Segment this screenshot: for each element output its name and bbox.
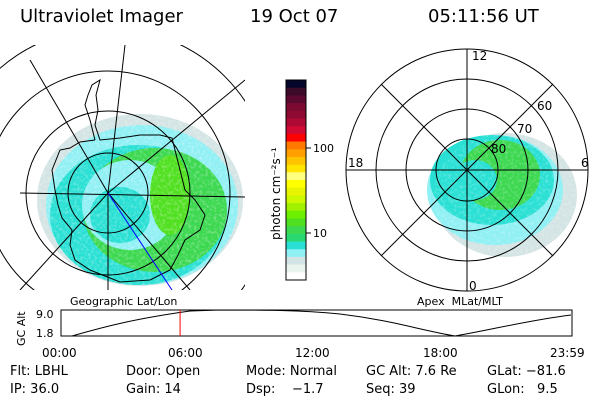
colorbar-segment bbox=[286, 172, 306, 181]
orbit-altitude-plot: 9.0 1.8 GC Alt 00:00 06:00 12:00 18:00 2… bbox=[15, 308, 585, 360]
gain-info: Gain: 14 bbox=[126, 382, 181, 397]
mlt-label-12: 12 bbox=[472, 49, 487, 63]
mlt-label-18: 18 bbox=[348, 156, 363, 170]
lat-lon-grid bbox=[0, 45, 245, 290]
aurora-image-left bbox=[37, 114, 243, 286]
mlat-label-80: 80 bbox=[491, 142, 506, 156]
colorbar-segment bbox=[286, 80, 306, 89]
colorbar-segment bbox=[286, 233, 306, 243]
xtick-2359: 23:59 bbox=[550, 346, 585, 360]
mode-info: Mode: Normal bbox=[246, 364, 337, 379]
mlat-label-70: 70 bbox=[517, 122, 532, 136]
colorbar-segment bbox=[286, 249, 306, 258]
gc-alt-info: GC Alt: 7.6 Re bbox=[366, 364, 457, 379]
colorbar-segment bbox=[286, 187, 306, 196]
colorbar-segment bbox=[286, 210, 306, 219]
colorbar-tick-10: 10 bbox=[313, 227, 327, 240]
time-label: 05:11:56 UT bbox=[428, 6, 539, 27]
filter-info: Flt: LBHL bbox=[10, 364, 68, 379]
colorbar-segment bbox=[286, 180, 306, 189]
colorbar-segment bbox=[286, 118, 306, 127]
altitude-curve bbox=[71, 309, 572, 337]
colorbar-label: photon cm⁻²s⁻¹ bbox=[269, 147, 283, 240]
colorbar-segment bbox=[286, 149, 306, 158]
colorbar-segment bbox=[286, 87, 306, 96]
ip-info: IP: 36.0 bbox=[10, 382, 60, 397]
colorbar bbox=[286, 80, 306, 281]
orbit-ylabel: GC Alt bbox=[15, 311, 28, 346]
left-map-label: Geographic Lat/Lon bbox=[70, 295, 177, 308]
colorbar-segment bbox=[286, 110, 306, 119]
colorbar-segment bbox=[286, 95, 306, 104]
colorbar-segment bbox=[286, 141, 306, 150]
colorbar-segment bbox=[286, 103, 306, 112]
coastline bbox=[51, 78, 206, 283]
right-map-label: Apex MLat/MLT bbox=[417, 295, 503, 308]
mlt-label-6: 6 bbox=[581, 156, 589, 170]
mlat-label-60: 60 bbox=[537, 99, 552, 113]
colorbar-segment bbox=[286, 226, 306, 235]
colorbar-segment bbox=[286, 272, 306, 281]
colorbar-segment bbox=[286, 218, 306, 227]
xtick-0600: 06:00 bbox=[168, 346, 203, 360]
door-info: Door: Open bbox=[126, 364, 201, 379]
colorbar-tick-100: 100 bbox=[313, 142, 334, 155]
colorbar-segment bbox=[286, 203, 306, 212]
ytick-1.8: 1.8 bbox=[36, 327, 54, 340]
colorbar-segment bbox=[286, 264, 306, 273]
colorbar-segment bbox=[286, 126, 306, 135]
ytick-9: 9.0 bbox=[36, 308, 54, 321]
colorbar-segment bbox=[286, 195, 306, 204]
mlat-mlt-grid bbox=[345, 48, 589, 292]
dsp-info: Dsp: −1.7 bbox=[246, 382, 324, 397]
colorbar-frame bbox=[285, 79, 307, 281]
colorbar-segment bbox=[286, 256, 306, 266]
glon-info: GLon: 9.5 bbox=[487, 382, 558, 397]
date-label: 19 Oct 07 bbox=[250, 6, 339, 27]
mlt-label-0: 0 bbox=[469, 279, 477, 293]
orbit-track bbox=[107, 192, 173, 290]
aurora-image-right bbox=[427, 133, 577, 257]
apex-mlt-map: 12 18 6 0 60 70 80 bbox=[345, 48, 589, 293]
glat-info: GLat: −81.6 bbox=[487, 364, 566, 379]
colorbar-segment bbox=[286, 164, 306, 173]
colorbar-segment bbox=[286, 241, 306, 250]
geographic-map bbox=[0, 45, 245, 290]
instrument-title: Ultraviolet Imager bbox=[20, 6, 183, 27]
colorbar-segment bbox=[286, 133, 306, 143]
xtick-0000: 00:00 bbox=[42, 346, 77, 360]
xtick-1800: 18:00 bbox=[423, 346, 458, 360]
xtick-1200: 12:00 bbox=[295, 346, 330, 360]
seq-info: Seq: 39 bbox=[366, 382, 416, 397]
colorbar-segment bbox=[286, 156, 306, 166]
